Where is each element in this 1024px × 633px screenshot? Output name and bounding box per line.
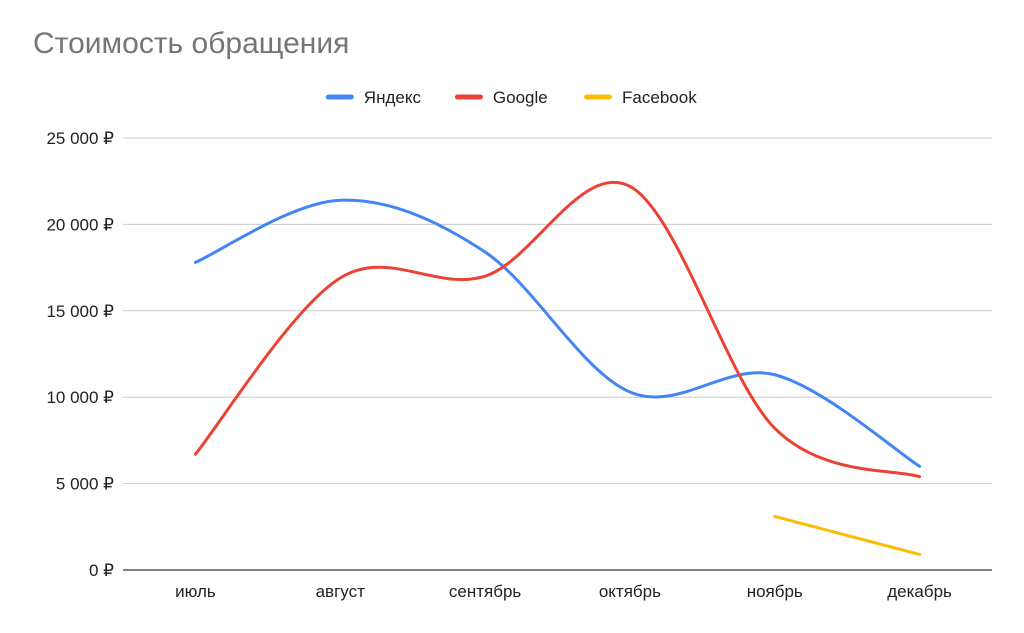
y-axis-ticks: 0 ₽ 5 000 ₽ 10 000 ₽ 15 000 ₽ 20 000 ₽ 25 000… [46, 129, 114, 580]
legend-item: Яндекс [325, 88, 422, 107]
y-tick-label: 5 000 ₽ [56, 475, 114, 494]
legend-label: Google [493, 88, 548, 107]
x-tick-label: июль [175, 582, 216, 601]
grid-layer [123, 137, 992, 571]
legend-swatch [584, 94, 613, 100]
x-tick-label: ноябрь [747, 582, 803, 601]
chart-title: Стоимость обращения [33, 27, 350, 60]
x-tick-label: декабрь [887, 582, 952, 601]
x-tick-label: октябрь [599, 582, 661, 601]
y-tick-label: 0 ₽ [89, 561, 114, 580]
x-axis-ticks: июль август сентябрь октябрь ноябрь декабрь [175, 582, 952, 601]
legend-item: Facebook [584, 88, 697, 107]
legend-label: Facebook [622, 88, 697, 107]
series-line-3 [773, 514, 922, 556]
legend-item: Google [454, 88, 548, 107]
legend-swatch [325, 94, 354, 100]
legend-swatch [454, 94, 483, 100]
legend: Яндекс Google Facebook [325, 88, 697, 107]
y-tick-label: 20 000 ₽ [46, 215, 114, 234]
series-line-1 [193, 198, 922, 468]
series-layer [193, 180, 922, 556]
x-tick-label: сентябрь [449, 582, 522, 601]
y-tick-label: 15 000 ₽ [46, 302, 114, 321]
series-line-2 [193, 180, 922, 479]
y-tick-label: 10 000 ₽ [46, 388, 114, 407]
y-tick-label: 25 000 ₽ [46, 129, 114, 148]
x-tick-label: август [316, 582, 365, 601]
legend-label: Яндекс [364, 88, 422, 107]
